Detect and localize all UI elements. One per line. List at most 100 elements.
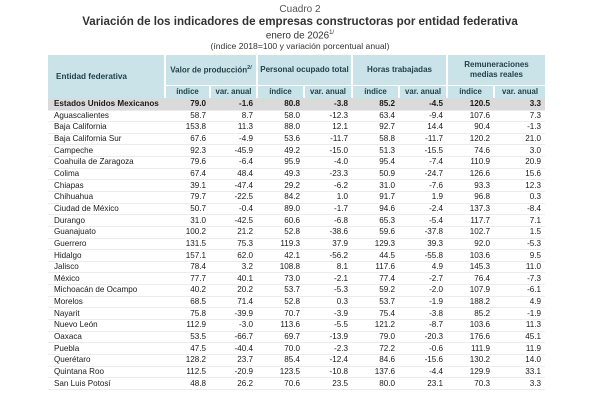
row-entity-name: Chihuahua — [48, 191, 165, 204]
cell-hours-var: -9.4 — [399, 110, 448, 123]
cell-remuneration-index: 126.6 — [447, 168, 495, 181]
cell-personnel-index: 58.0 — [257, 110, 304, 123]
table-row: Chihuahua 79.7 -22.5 84.2 1.0 91.7 1.9 96.8 0.3 — [48, 191, 546, 204]
cell-personnel-var: -13.9 — [304, 331, 352, 344]
row-entity-name: Colima — [48, 168, 165, 181]
cell-hours-var: -1.9 — [399, 296, 448, 309]
table-row: Nayarit 75.8 -39.9 70.7 -3.9 75.4 -3.8 85.2 -1.9 — [48, 307, 546, 321]
row-entity-name: Estados Unidos Mexicanos — [48, 98, 165, 111]
cell-production-index: 31.0 — [165, 214, 210, 227]
cell-remuneration-index: 70.3 — [447, 377, 495, 390]
cell-hours-var: -3.8 — [399, 307, 448, 321]
cell-remuneration-var: 20.9 — [494, 156, 546, 169]
cell-production-var: 75.3 — [210, 238, 257, 251]
cell-personnel-var: 1.0 — [304, 191, 352, 204]
sub-header-var: var. anual — [397, 84, 448, 98]
sub-header-var: var. anual — [209, 84, 257, 98]
cell-hours-index: 58.8 — [352, 133, 399, 146]
cell-remuneration-index: 102.7 — [447, 226, 495, 239]
cell-production-index: 68.5 — [165, 296, 210, 309]
cell-remuneration-index: 93.3 — [447, 179, 495, 192]
cell-personnel-var: -23.3 — [304, 168, 352, 181]
cell-production-index: 48.8 — [165, 377, 210, 390]
cell-hours-var: 1.9 — [399, 191, 448, 204]
cell-hours-var: 4.9 — [399, 261, 448, 274]
table-row: Ciudad de México 50.7 -0.4 89.0 -1.7 94.6 -2.4… — [48, 203, 546, 216]
cell-personnel-var: 37.9 — [304, 238, 352, 251]
cell-hours-index: 94.6 — [352, 203, 399, 216]
cell-personnel-index: 70.6 — [257, 377, 304, 390]
cell-remuneration-var: 11.9 — [494, 342, 546, 355]
cell-production-var: 71.4 — [210, 296, 257, 309]
cell-production-var: -3.0 — [210, 319, 257, 332]
cell-production-index: 79.0 — [165, 98, 210, 111]
cell-production-var: -1.6 — [210, 98, 257, 111]
cell-personnel-var: -6.8 — [304, 214, 352, 227]
cell-production-var: 48.4 — [210, 168, 257, 181]
cell-remuneration-index: 120.2 — [447, 133, 495, 146]
cell-production-index: 47.5 — [165, 342, 210, 355]
cell-personnel-var: 8.1 — [304, 261, 352, 274]
cell-production-var: 62.0 — [210, 249, 257, 262]
table-row: Jalisco 78.4 3.2 108.8 8.1 117.6 4.9 145.3 11.0 — [48, 261, 546, 274]
cell-remuneration-var: 11.0 — [494, 261, 546, 274]
total-row: Estados Unidos Mexicanos 79.0 -1.6 80.8 … — [48, 98, 546, 111]
cell-personnel-index: 85.4 — [257, 354, 304, 367]
cell-production-index: 39.1 — [165, 179, 210, 192]
row-entity-name: Chiapas — [48, 179, 165, 192]
cell-remuneration-index: 85.2 — [447, 307, 495, 321]
cell-production-index: 112.5 — [165, 366, 210, 379]
cell-production-index: 131.5 — [165, 238, 210, 251]
cell-hours-index: 85.2 — [352, 98, 399, 111]
sub-header-var: var. anual — [493, 84, 546, 98]
cell-hours-index: 51.3 — [352, 144, 399, 158]
cell-remuneration-index: 145.3 — [447, 261, 495, 274]
row-entity-name: Jalisco — [48, 261, 165, 274]
cell-production-index: 78.4 — [165, 261, 210, 274]
cell-personnel-index: 60.6 — [257, 214, 304, 227]
cell-remuneration-var: 3.3 — [494, 377, 546, 390]
cell-hours-index: 65.3 — [352, 214, 399, 227]
cell-hours-var: -15.6 — [399, 354, 448, 367]
cell-hours-var: -2.0 — [399, 284, 448, 297]
row-entity-name: Michoacán de Ocampo — [48, 284, 165, 297]
cell-hours-index: 79.0 — [352, 331, 399, 344]
table-row: Guerrero 131.5 75.3 119.3 37.9 129.3 39.3 92.0-… — [48, 238, 546, 251]
cell-personnel-index: 42.1 — [257, 249, 304, 262]
cell-personnel-index: 69.7 — [257, 331, 304, 344]
cell-hours-var: -2.7 — [399, 272, 448, 286]
cell-hours-var: -55.8 — [399, 249, 448, 262]
sub-header-index: índice — [256, 84, 304, 98]
cell-personnel-var: -6.2 — [304, 179, 352, 192]
cell-production-index: 50.7 — [165, 203, 210, 216]
sub-header-var: var. anual — [303, 84, 352, 98]
cell-personnel-var: -1.7 — [304, 203, 352, 216]
cell-remuneration-var: -1.9 — [494, 307, 546, 321]
cell-hours-index: 31.0 — [352, 179, 399, 192]
sub-header-index: índice — [446, 84, 495, 98]
table-row: Morelos 68.5 71.4 52.8 0.3 53.7 -1.9 188.2 4.9 — [48, 296, 546, 309]
cell-personnel-var: 12.1 — [304, 121, 352, 134]
cell-personnel-index: 88.0 — [257, 121, 304, 134]
cell-hours-index: 77.4 — [352, 272, 399, 286]
cell-remuneration-index: 117.7 — [447, 214, 495, 227]
cell-remuneration-index: 176.6 — [447, 331, 495, 344]
cell-hours-var: 23.1 — [399, 377, 448, 390]
table-row: Aguascalientes 58.7 8.7 58.0 -12.3 63.4 -9.4 10… — [48, 110, 546, 123]
cell-remuneration-index: 90.4 — [447, 121, 495, 134]
cell-personnel-index: 84.2 — [257, 191, 304, 204]
table-row: México 77.7 40.1 73.0 -2.1 77.4 -2.7 76.4 -7.3 — [48, 272, 546, 286]
cell-production-var: -4.9 — [210, 133, 257, 146]
cell-personnel-var: -12.4 — [304, 354, 352, 367]
cell-production-index: 100.2 — [165, 226, 210, 239]
row-entity-name: Querétaro — [48, 354, 165, 367]
production-footnote-ref: 2/ — [247, 65, 252, 72]
cell-personnel-index: 89.0 — [257, 203, 304, 216]
table-row: Quintana Roo 112.5 -20.9 123.5 -10.8 137.6 -4.… — [48, 366, 546, 379]
cell-personnel-var: -11.7 — [304, 133, 352, 146]
row-entity-name: Oaxaca — [48, 331, 165, 344]
cell-remuneration-var: 21.0 — [494, 133, 546, 146]
cell-personnel-index: 95.9 — [257, 156, 304, 169]
cell-personnel-index: 80.8 — [257, 98, 304, 111]
cell-hours-index: 59.6 — [352, 226, 399, 239]
